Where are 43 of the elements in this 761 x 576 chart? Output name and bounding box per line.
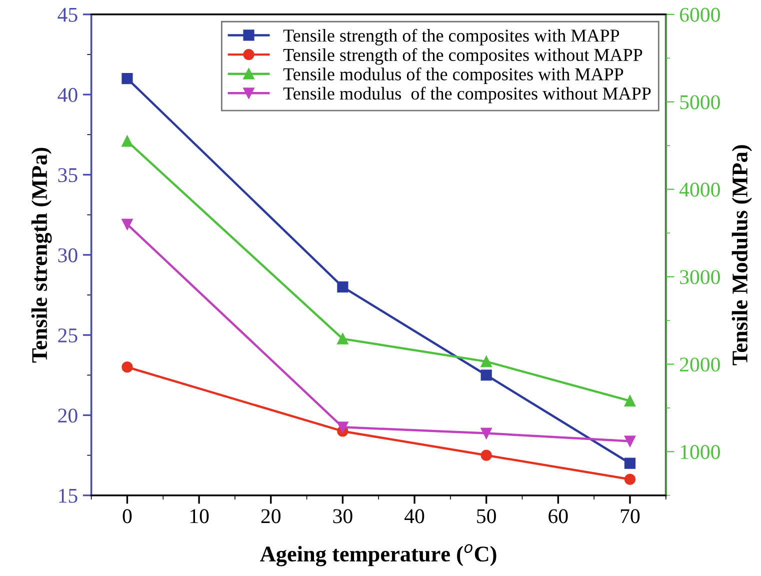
- point: [624, 474, 636, 485]
- point: [122, 218, 133, 230]
- legend-label: Tensile strength of the composites with MAPP: [283, 28, 620, 46]
- y-tick-label: 15: [59, 488, 78, 503]
- point: [480, 450, 492, 461]
- y-tick-label: 35: [58, 168, 78, 182]
- x-tick-label: 0: [122, 509, 132, 524]
- y2-tick-label: 6000: [680, 8, 720, 22]
- x-axis-title: Ageing temperature ($^{o}$C): [260, 544, 496, 566]
- point: [337, 333, 348, 344]
- point: [624, 458, 636, 469]
- x-tick-label: 50: [477, 509, 496, 524]
- point: [480, 370, 492, 381]
- x-tick-label: 20: [261, 509, 280, 524]
- x-tick-label: 30: [333, 509, 352, 524]
- x-tick-label: 70: [620, 509, 640, 524]
- point: [122, 136, 133, 147]
- x-tick-label: 40: [404, 509, 424, 524]
- y-axis-title: Tensile strength (MPa): [31, 148, 52, 363]
- point: [337, 422, 348, 433]
- y-tick-label: 45: [58, 8, 78, 22]
- y2-tick-label: 1000: [680, 445, 720, 460]
- point: [122, 72, 133, 84]
- x-tick-label: 10: [190, 509, 209, 524]
- point: [624, 395, 636, 406]
- point: [624, 436, 636, 447]
- point: [337, 281, 348, 292]
- x-tick-label: 60: [548, 509, 568, 524]
- y2-axis-title: Tensile Modulus (MPa): [732, 145, 752, 366]
- point: [480, 356, 492, 368]
- y2-tick-label: 2000: [680, 358, 720, 372]
- y-tick-label: 30: [58, 248, 78, 262]
- y2-tick-label: 5000: [680, 95, 720, 110]
- y-tick-label: 25: [58, 328, 78, 342]
- legend-label: Tensile modulus of the composites with MAPP: [283, 67, 624, 84]
- y2-tick-label: 4000: [679, 182, 720, 197]
- y-tick-label: 20: [58, 408, 78, 423]
- legend-label: Tensile strength of the composites without MAPP: [283, 48, 642, 65]
- legend-label: Tensile modulus of the composites without MAPP: [283, 86, 651, 104]
- point: [480, 428, 492, 439]
- y-tick-label: 40: [58, 88, 78, 102]
- point: [122, 362, 133, 373]
- y2-tick-label: 3000: [680, 270, 720, 284]
